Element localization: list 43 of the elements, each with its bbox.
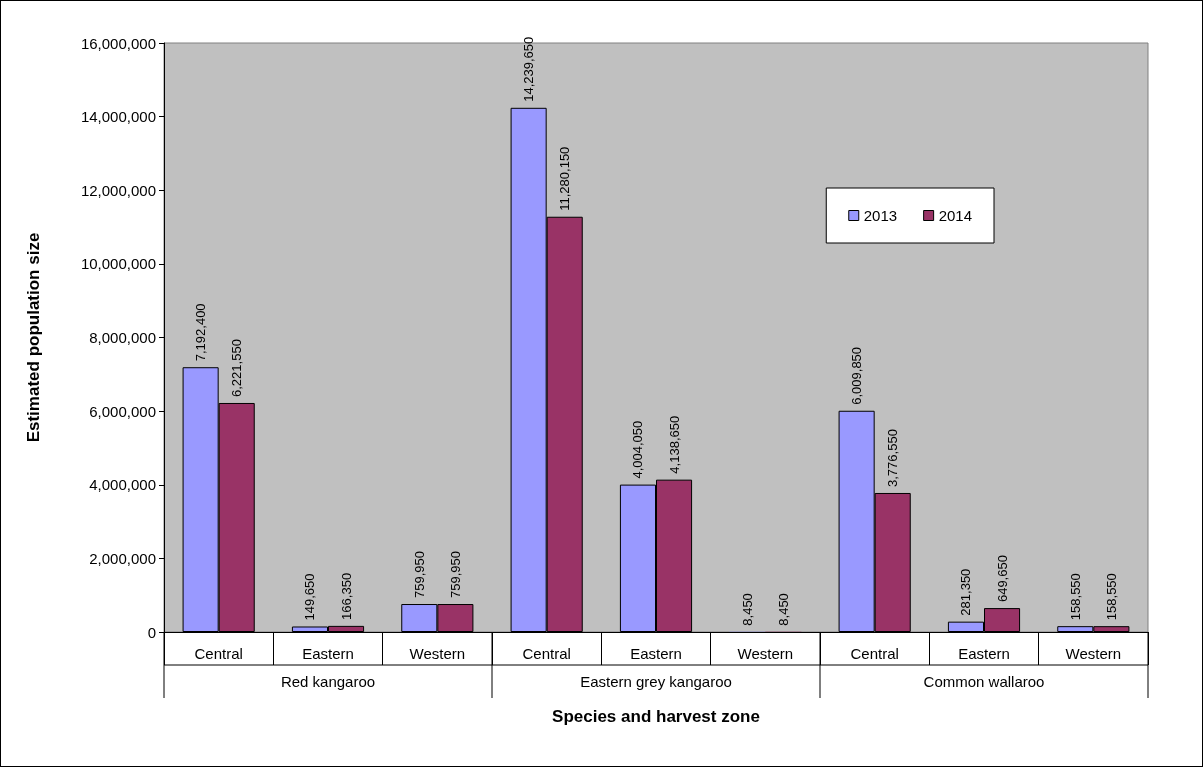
x-tick-label: Central bbox=[522, 645, 571, 662]
y-tick-label: 12,000,000 bbox=[80, 181, 156, 199]
data-label: 158,550 bbox=[1067, 573, 1083, 621]
data-label: 4,138,650 bbox=[666, 415, 682, 474]
text: Eastern grey kangaroo bbox=[580, 672, 732, 690]
y-tick-label: 10,000,000 bbox=[80, 255, 156, 273]
data-label: 281,350 bbox=[958, 568, 974, 616]
data-label: 166,350 bbox=[338, 572, 354, 620]
y-tick-label: 16,000,000 bbox=[80, 34, 156, 52]
data-label: 759,950 bbox=[447, 551, 463, 599]
x-tick-label: Eastern bbox=[302, 645, 354, 662]
x-tick-label: Western bbox=[409, 645, 466, 662]
y-tick-label: 8,000,000 bbox=[89, 329, 156, 346]
text: Common wallaroo bbox=[923, 672, 1045, 690]
x-axis-title: Species and harvest zone bbox=[552, 707, 760, 726]
x-tick-label: Eastern bbox=[958, 645, 1010, 662]
y-tick-label: 4,000,000 bbox=[89, 476, 156, 494]
x-tick-label: Eastern bbox=[630, 645, 682, 662]
data-label: 3,776,550 bbox=[885, 429, 901, 487]
data-label: 8,450 bbox=[739, 593, 755, 626]
data-label: 759,950 bbox=[411, 551, 427, 599]
x-tick-label: Western bbox=[1065, 645, 1122, 662]
data-label: 158,550 bbox=[1103, 573, 1119, 621]
x-tick-label: Central bbox=[194, 645, 243, 662]
data-label: 6,009,850 bbox=[849, 346, 865, 405]
legend-label: 2013 bbox=[863, 207, 898, 224]
y-axis-title: Estimated population size bbox=[24, 232, 43, 443]
y-tick-label: 14,000,000 bbox=[80, 108, 156, 126]
data-label: 8,450 bbox=[775, 593, 791, 626]
data-label: 14,239,650 bbox=[521, 36, 537, 102]
x-tick-label: Central bbox=[850, 645, 899, 662]
data-label: 649,650 bbox=[994, 555, 1010, 603]
legend-label: 2014 bbox=[938, 207, 973, 224]
text: Red kangaroo bbox=[280, 672, 376, 690]
y-tick-label: 2,000,000 bbox=[89, 549, 156, 567]
y-tick-label: 0 bbox=[147, 623, 156, 641]
data-label: 7,192,400 bbox=[193, 303, 209, 362]
data-label: 149,650 bbox=[302, 573, 318, 621]
y-tick-label: 6,000,000 bbox=[89, 402, 156, 420]
data-label: 4,004,050 bbox=[630, 420, 646, 479]
data-label: 6,221,550 bbox=[229, 339, 245, 397]
data-label: 11,280,150 bbox=[557, 146, 573, 211]
x-tick-label: Western bbox=[737, 645, 794, 662]
